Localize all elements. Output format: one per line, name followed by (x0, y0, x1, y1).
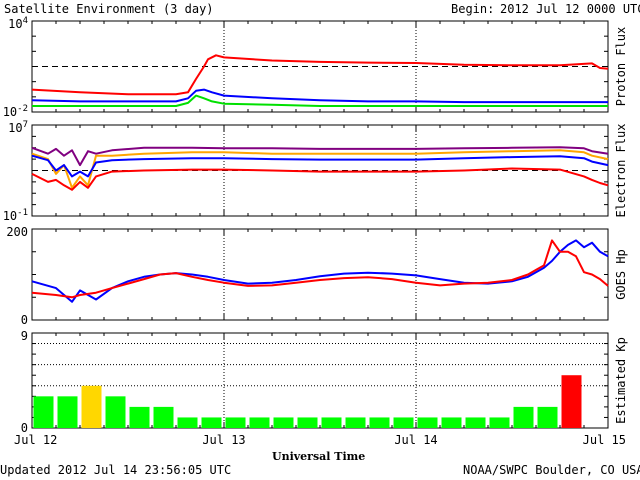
estimated-kp-y-min-label: 0 (21, 421, 28, 435)
kp-bar (393, 417, 414, 428)
electron-flux-y-min-label: 10-1 (3, 208, 28, 223)
kp-bar (345, 417, 366, 428)
electron-flux-axis-label: Electron Flux (614, 124, 628, 218)
proton-flux-frame (31, 20, 609, 113)
goes-hp-series-2 (31, 239, 609, 299)
kp-bar (57, 396, 78, 428)
updated-timestamp: Updated 2012 Jul 14 23:56:05 UTC (0, 463, 232, 477)
proton-flux-series-3 (32, 94, 608, 107)
x-tick-label: Jul 14 (394, 433, 437, 447)
proton-flux-panel (31, 20, 609, 113)
estimated-kp-panel (31, 332, 609, 429)
kp-bar (441, 417, 462, 428)
goes-hp-frame (31, 228, 609, 321)
x-tick-label: Jul 15 (583, 433, 626, 447)
kp-bar (153, 406, 174, 428)
proton-flux-y-max-label: 104 (8, 16, 28, 31)
kp-bar (129, 406, 150, 428)
kp-bar (561, 375, 582, 428)
electron-flux-series-4 (31, 167, 609, 191)
kp-bar (201, 417, 222, 428)
electron-flux-series-1 (31, 146, 609, 167)
kp-bar (417, 417, 438, 428)
kp-bar (321, 417, 342, 428)
kp-bar (249, 417, 270, 428)
kp-bar (177, 417, 198, 428)
kp-bar (513, 406, 534, 428)
goes-hp-y-max-label: 200 (6, 225, 28, 239)
proton-flux-series-1 (31, 54, 609, 96)
kp-bar (297, 417, 318, 428)
kp-bar (33, 396, 54, 428)
begin-label: Begin: (451, 2, 495, 16)
proton-flux-y-min-label: 10-2 (3, 104, 28, 119)
electron-flux-panel (31, 124, 609, 217)
x-tick-label: Jul 12 (14, 433, 57, 447)
electron-flux-series-3 (31, 154, 609, 178)
credit-text: NOAA/SWPC Boulder, CO USA (463, 463, 640, 477)
begin-value: 2012 Jul 12 0000 UTC (500, 2, 640, 16)
kp-bar (81, 385, 102, 428)
proton-flux-series-2 (31, 88, 608, 104)
goes-hp-axis-label: GOES Hp (614, 249, 628, 300)
kp-bar (273, 417, 294, 428)
electron-flux-series-2 (31, 149, 609, 189)
x-tick-label: Jul 13 (202, 433, 245, 447)
electron-flux-y-max-label: 107 (8, 120, 28, 135)
kp-bar (225, 417, 246, 428)
kp-bar (105, 396, 126, 428)
kp-bar (489, 417, 510, 428)
goes-hp-series-1 (31, 239, 609, 303)
estimated-kp-axis-label: Estimated Kp (614, 337, 628, 424)
goes-hp-y-min-label: 0 (21, 313, 28, 327)
kp-bar (369, 417, 390, 428)
goes-hp-panel (31, 228, 609, 321)
x-axis-label: Universal Time (272, 450, 366, 463)
kp-bar (465, 417, 486, 428)
estimated-kp-y-max-label: 9 (21, 329, 28, 343)
proton-flux-axis-label: Proton Flux (614, 27, 628, 106)
chart-title: Satellite Environment (3 day) (4, 2, 214, 16)
kp-bar (537, 406, 558, 428)
